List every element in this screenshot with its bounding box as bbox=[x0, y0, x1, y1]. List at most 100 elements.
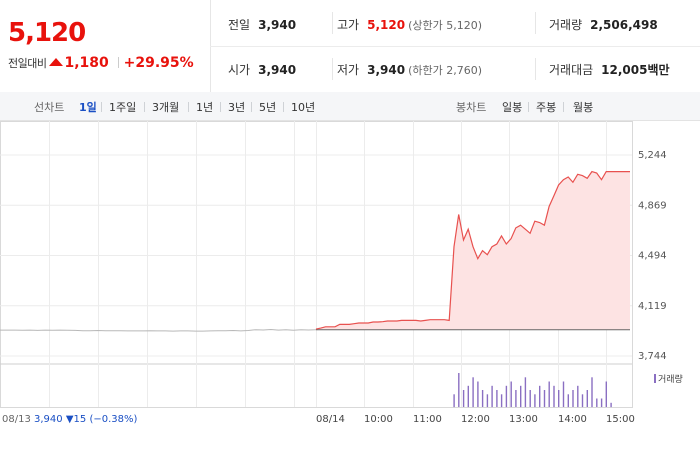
volume-bars bbox=[453, 373, 612, 408]
trade-value-unit: 백만 bbox=[647, 63, 670, 77]
volume-bar bbox=[548, 381, 550, 407]
volume-bar bbox=[510, 381, 512, 407]
up-arrow-icon bbox=[49, 58, 64, 66]
lower-limit: (하한가 2,760) bbox=[408, 64, 482, 77]
prev-day-date: 08/13 bbox=[2, 414, 31, 425]
volume-bar bbox=[610, 402, 612, 408]
y-tick-label: 4,119 bbox=[638, 301, 667, 312]
time-label-11: 11:00 bbox=[413, 414, 442, 425]
open-label: 시가 bbox=[228, 63, 251, 77]
volume-bar bbox=[481, 390, 484, 407]
candle-chart-label: 봉차트 bbox=[456, 101, 487, 114]
volume-cell: 거래량 2,506,498 bbox=[549, 16, 658, 33]
volume-bar bbox=[515, 390, 517, 407]
open-cell: 시가 3,940 bbox=[228, 61, 296, 78]
upper-limit: (상한가 5,120) bbox=[408, 19, 482, 32]
volume-bar bbox=[505, 385, 508, 408]
volume-bar bbox=[605, 381, 607, 407]
line-chart-label: 선차트 bbox=[34, 101, 65, 114]
volume-bar bbox=[486, 394, 489, 408]
volume-bar bbox=[572, 390, 574, 407]
volume-bar bbox=[558, 390, 560, 407]
period-10y[interactable]: 10년 bbox=[291, 101, 316, 114]
chart-period-bar: 선차트 1일 1주일 3개월 1년 3년 5년 10년 봉차트 일봉 주봉 월봉 bbox=[0, 92, 700, 121]
volume-bar bbox=[529, 390, 531, 407]
change-percent: +29.95% bbox=[123, 55, 194, 71]
divider bbox=[251, 102, 252, 112]
volume-bar bbox=[562, 381, 565, 407]
chart-grid bbox=[0, 121, 633, 408]
divider bbox=[332, 58, 333, 80]
volume-bar bbox=[453, 394, 455, 408]
prev-close-cell: 전일 3,940 bbox=[228, 16, 296, 33]
volume-bar bbox=[539, 385, 541, 408]
period-1y[interactable]: 1년 bbox=[196, 101, 214, 114]
divider bbox=[220, 102, 221, 112]
y-axis: 5,244 4,869 4,494 4,119 3,744 bbox=[638, 150, 667, 362]
today-price-line bbox=[315, 170, 630, 330]
time-label-10: 10:00 bbox=[364, 414, 393, 425]
period-5y[interactable]: 5년 bbox=[259, 101, 277, 114]
volume-bar bbox=[477, 381, 479, 407]
volume-bar bbox=[472, 377, 474, 408]
volume-value: 2,506,498 bbox=[590, 18, 658, 32]
divider bbox=[101, 102, 102, 112]
high-cell: 고가 5,120 (상한가 5,120) bbox=[337, 16, 482, 33]
quote-summary: 5,120 전일대비 1,180 +29.95% 전일 3,940 시가 3,940 … bbox=[0, 0, 700, 93]
candle-weekly[interactable]: 주봉 bbox=[536, 101, 557, 114]
volume-bar bbox=[553, 385, 555, 408]
prev-day-change: 15 bbox=[73, 414, 87, 425]
volume-bar bbox=[586, 390, 588, 407]
volume-label: 거래량 bbox=[549, 18, 583, 32]
prev-day-info: 08/13 3,940 ▼15 (−0.38%) bbox=[2, 414, 137, 425]
volume-legend-label: 거래량 bbox=[658, 375, 683, 385]
divider bbox=[210, 46, 700, 47]
divider bbox=[117, 57, 119, 68]
y-tick-label: 5,244 bbox=[638, 150, 667, 161]
period-3y[interactable]: 3년 bbox=[228, 101, 246, 114]
volume-bar bbox=[581, 394, 584, 408]
down-arrow-icon: ▼ bbox=[65, 414, 74, 425]
volume-bar bbox=[591, 377, 593, 408]
divider bbox=[283, 102, 284, 112]
volume-bar bbox=[458, 373, 460, 407]
period-1d[interactable]: 1일 bbox=[79, 101, 97, 114]
today-area-fill bbox=[316, 171, 630, 330]
time-label-14: 14:00 bbox=[558, 414, 587, 425]
time-label-15: 15:00 bbox=[606, 414, 635, 425]
volume-bar bbox=[567, 394, 569, 408]
divider bbox=[188, 102, 189, 112]
open-value: 3,940 bbox=[258, 63, 297, 77]
divider bbox=[332, 12, 333, 34]
volume-bar bbox=[520, 385, 522, 408]
current-price: 5,120 bbox=[8, 18, 86, 48]
high-label: 고가 bbox=[337, 18, 360, 32]
prev-day-close: 3,940 bbox=[34, 414, 63, 425]
y-tick-label: 3,744 bbox=[638, 351, 667, 362]
today-date-label: 08/14 bbox=[316, 414, 345, 425]
prev-day-line bbox=[0, 328, 317, 332]
volume-bar bbox=[524, 377, 527, 408]
trade-value-label: 거래대금 bbox=[549, 63, 594, 77]
change-amount: 1,180 bbox=[64, 55, 109, 71]
y-tick-label: 4,869 bbox=[638, 200, 667, 211]
price-area bbox=[0, 170, 630, 332]
volume-legend: 거래량 bbox=[654, 372, 683, 385]
volume-swatch bbox=[654, 374, 656, 383]
volume-bar bbox=[496, 390, 498, 407]
candle-daily[interactable]: 일봉 bbox=[502, 101, 523, 114]
trade-value-cell: 거래대금 12,005백만 bbox=[549, 61, 670, 78]
divider bbox=[535, 12, 536, 34]
change-label: 전일대비 bbox=[8, 57, 47, 70]
candle-monthly[interactable]: 월봉 bbox=[573, 101, 594, 114]
prev-close-value: 3,940 bbox=[258, 18, 297, 32]
prev-close-label: 전일 bbox=[228, 18, 251, 32]
high-value: 5,120 bbox=[367, 18, 406, 32]
divider bbox=[528, 102, 529, 112]
y-tick-label: 4,494 bbox=[638, 251, 667, 262]
period-1w[interactable]: 1주일 bbox=[109, 101, 137, 114]
period-3m[interactable]: 3개월 bbox=[152, 101, 180, 114]
change-row: 전일대비 1,180 +29.95% bbox=[8, 55, 194, 71]
volume-bar bbox=[462, 390, 465, 407]
time-label-12: 12:00 bbox=[461, 414, 490, 425]
